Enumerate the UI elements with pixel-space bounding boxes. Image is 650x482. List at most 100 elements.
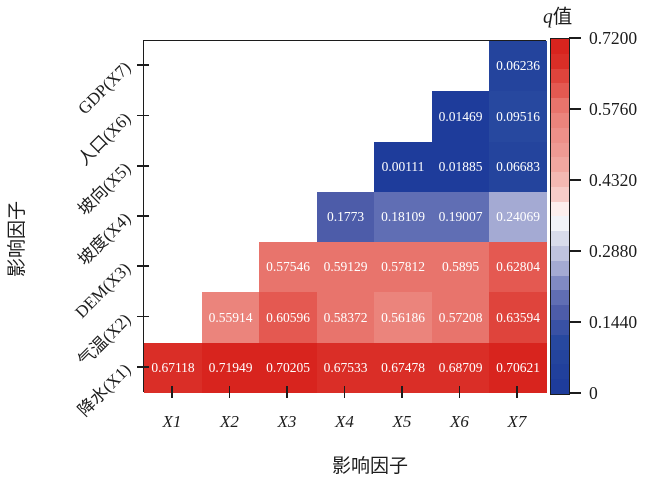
heatmap-cell: 0.70621 [489, 343, 547, 393]
colorbar-step [551, 364, 569, 379]
heatmap-cell: 0.59129 [317, 242, 374, 292]
colorbar-step [551, 350, 569, 364]
heatmap-cell: 0.09516 [489, 91, 547, 142]
y-axis-tick [137, 64, 149, 66]
y-axis-tick [137, 215, 149, 217]
x-axis-tick [401, 386, 403, 398]
heatmap-cell: 0.71949 [202, 343, 259, 393]
colorbar-step [551, 202, 569, 216]
colorbar-tick-label: 0.2880 [589, 241, 638, 261]
heatmap-cell: 0.70205 [259, 343, 317, 393]
heatmap-cell: 0.56186 [374, 292, 432, 343]
heatmap-cell: 0.19007 [432, 192, 489, 242]
colorbar-step [551, 69, 569, 83]
y-tick-label: 坡向(X5) [74, 158, 135, 220]
colorbar-step [551, 172, 569, 187]
colorbar-tick-label: 0.7200 [589, 28, 638, 48]
heatmap-cell: 0.60596 [259, 292, 317, 343]
colorbar-step [551, 83, 569, 98]
y-axis-tick [137, 114, 149, 117]
heatmap-cell: 0.01885 [432, 142, 489, 192]
colorbar-title-unit: 值 [552, 7, 573, 28]
colorbar-step [551, 305, 569, 320]
heatmap-cell: 0.68709 [432, 343, 489, 393]
colorbar [550, 38, 570, 395]
x-tick-label: X2 [220, 412, 239, 431]
colorbar-step [551, 276, 569, 290]
x-axis-tick [228, 386, 231, 398]
colorbar-step [551, 246, 569, 261]
colorbar-step [551, 98, 569, 113]
x-tick-label: X1 [162, 412, 182, 431]
colorbar-tick-label: 0 [589, 383, 598, 403]
x-axis-title: 影响因子 [331, 456, 408, 477]
heatmap-cell: 0.58372 [317, 292, 374, 343]
heatmap-cell: 0.00111 [374, 142, 432, 192]
colorbar-step [551, 320, 569, 335]
heatmap-cell: 0.06236 [489, 41, 547, 91]
colorbar-tick [569, 321, 581, 323]
y-tick-label: 降水(X1) [74, 359, 135, 421]
x-tick-label: X3 [277, 412, 297, 431]
colorbar-tick [569, 179, 581, 181]
x-axis-tick [286, 386, 288, 398]
x-axis-tick [458, 386, 461, 398]
heatmap-cell: 0.18109 [374, 192, 432, 242]
colorbar-step [551, 54, 569, 69]
colorbar-tick [569, 108, 581, 110]
heatmap-cell: 0.57208 [432, 292, 489, 343]
colorbar-step [551, 335, 569, 350]
x-axis-tick [516, 386, 518, 398]
colorbar-step [551, 143, 569, 157]
colorbar-step [551, 379, 569, 394]
x-axis-tick [343, 386, 346, 398]
heatmap-cell: 0.67118 [144, 343, 202, 393]
colorbar-step [551, 261, 569, 276]
y-tick-label: GDP(X7) [74, 57, 135, 119]
y-axis-title: 影响因子 [7, 201, 28, 278]
heatmap-cell: 0.1773 [317, 192, 374, 242]
y-axis-tick [137, 366, 149, 368]
colorbar-step [551, 216, 569, 231]
x-tick-label: X5 [392, 412, 412, 431]
colorbar-title: q值 [543, 0, 603, 29]
heatmap-cell: 0.24069 [489, 192, 547, 242]
y-tick-label: 人口(X6) [74, 108, 135, 169]
colorbar-tick-label: 0.4320 [589, 170, 638, 190]
colorbar-tick [569, 37, 581, 39]
colorbar-tick [569, 392, 581, 394]
colorbar-step [551, 157, 569, 172]
colorbar-step [551, 290, 569, 305]
heatmap-cell: 0.06683 [489, 142, 547, 192]
heatmap-cell: 0.5895 [432, 242, 489, 292]
x-tick-label: X6 [450, 412, 469, 431]
y-axis-tick [137, 315, 149, 318]
heatmap-cell: 0.57812 [374, 242, 432, 292]
heatmap-cell: 0.55914 [202, 292, 259, 343]
colorbar-tick-label: 0.5760 [589, 99, 638, 119]
heatmap-cells: 0.06236 0.01469 0.09516 0.00111 0.01885 0.066… [144, 41, 547, 393]
heatmap-cell: 0.63594 [489, 292, 547, 343]
colorbar-tick [569, 250, 581, 252]
heatmap-cell: 0.67478 [374, 343, 432, 393]
colorbar-step [551, 39, 569, 54]
y-axis-tick [137, 265, 149, 267]
x-axis-tick [171, 386, 173, 398]
x-tick-label: X7 [507, 412, 527, 431]
y-tick-label: DEM(X3) [71, 258, 135, 322]
colorbar-step [551, 128, 569, 143]
y-tick-label: 坡度(X4) [74, 208, 135, 270]
colorbar-title-variable: q [543, 7, 553, 28]
colorbar-step [551, 187, 569, 202]
heatmap-plot: 0.06236 0.01469 0.09516 0.00111 0.01885 0.066… [143, 40, 547, 393]
x-tick-label: X4 [335, 412, 354, 431]
heatmap-cell: 0.01469 [432, 91, 489, 142]
heatmap-cell: 0.67533 [317, 343, 374, 393]
heatmap-cell: 0.57546 [259, 242, 317, 292]
colorbar-tick-label: 0.1440 [589, 312, 638, 332]
heatmap-cell: 0.62804 [489, 242, 547, 292]
colorbar-step [551, 113, 569, 128]
colorbar-step [551, 231, 569, 246]
y-axis-tick [137, 165, 149, 167]
